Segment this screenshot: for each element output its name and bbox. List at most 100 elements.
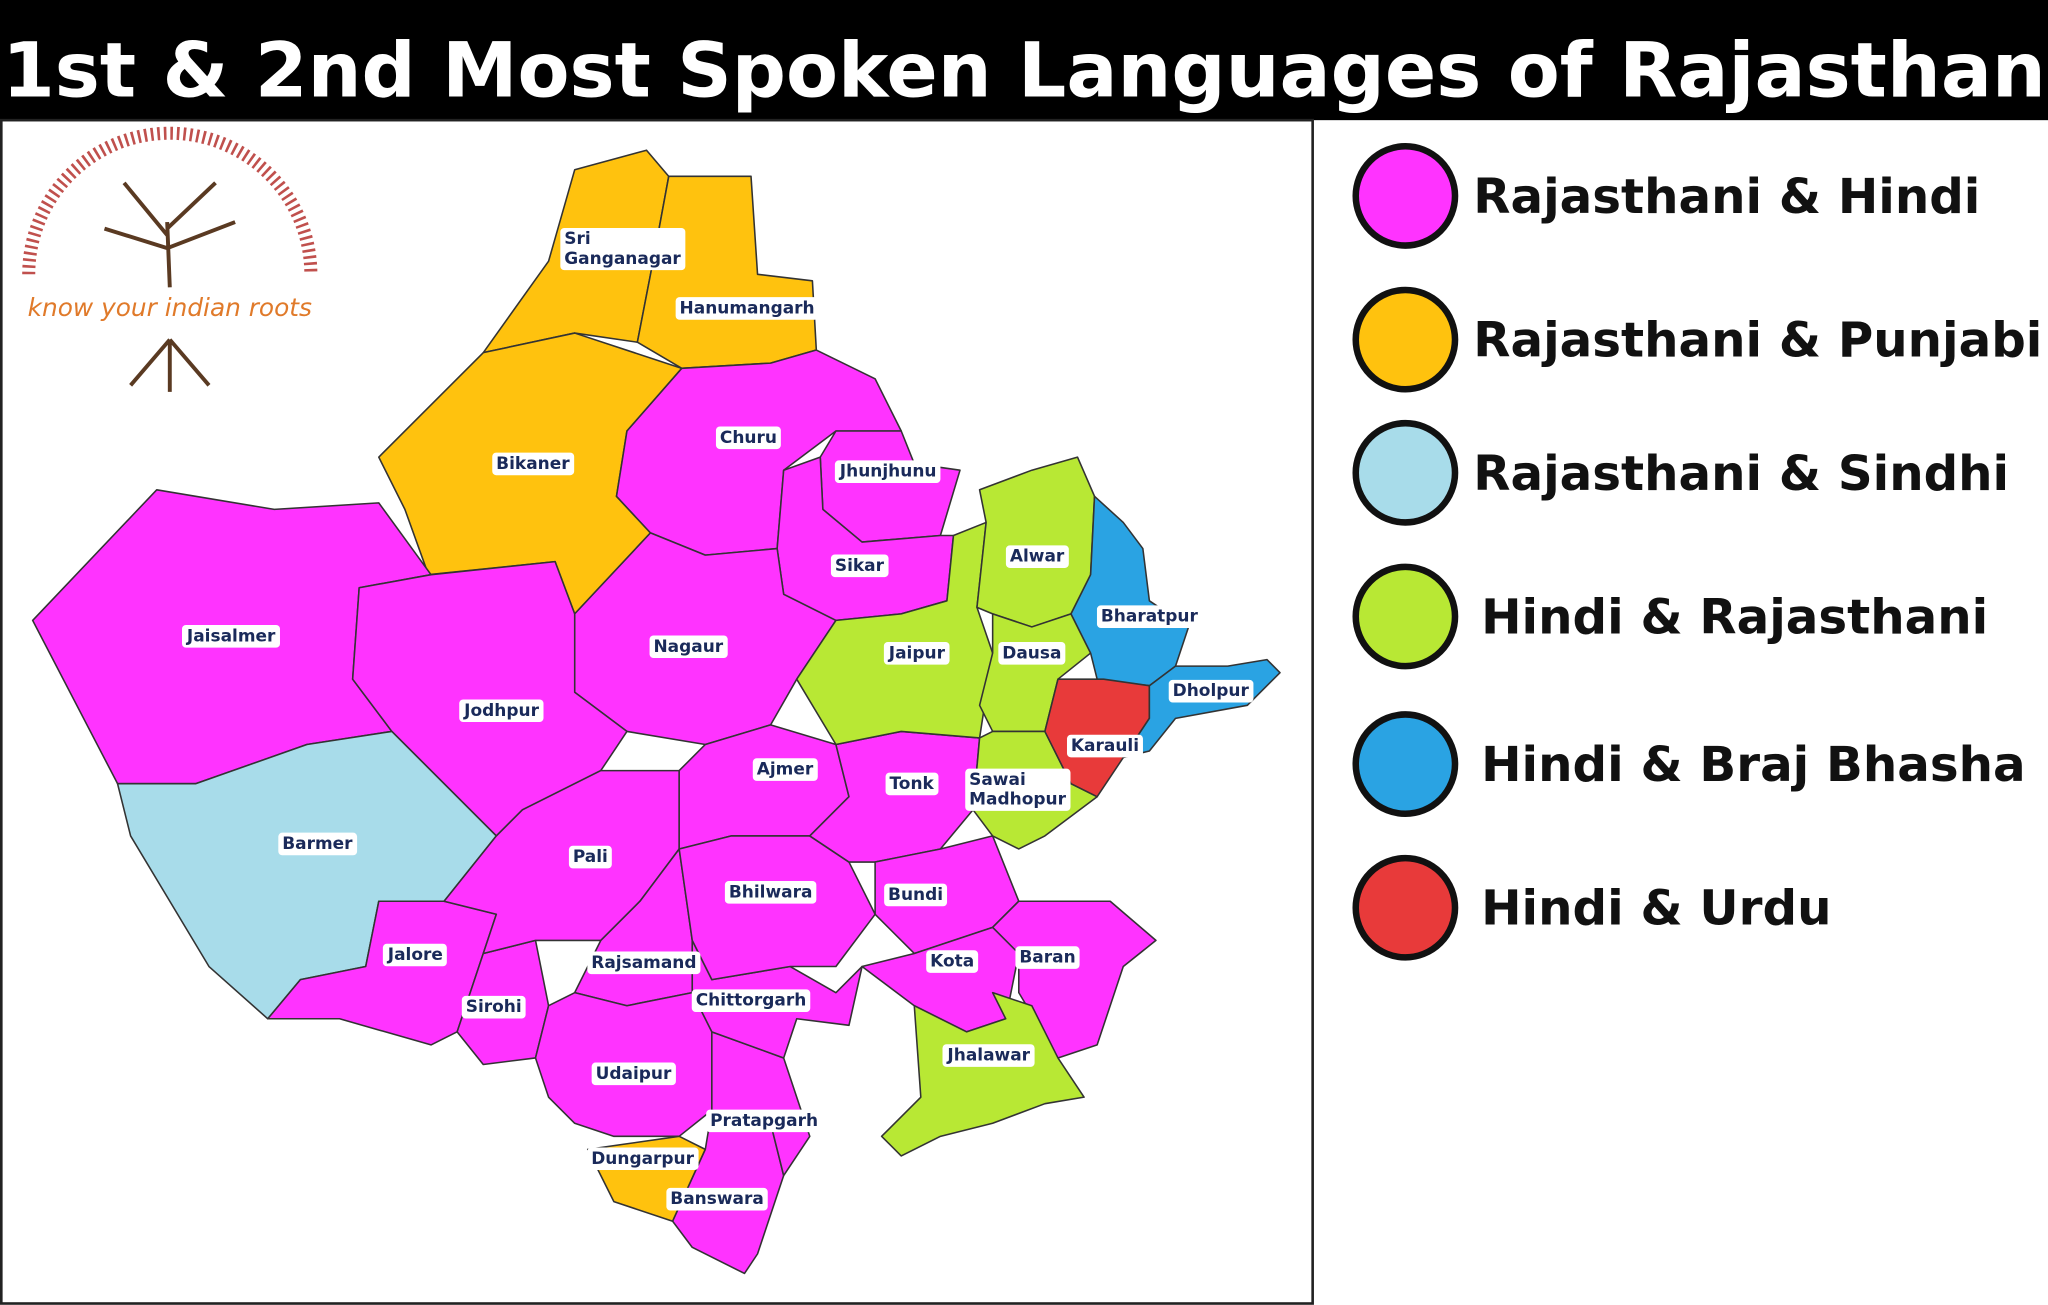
label-box [834, 460, 941, 484]
district-name: Hanumangarh [680, 298, 815, 318]
district-label: Bikaner [492, 452, 575, 476]
district-label: Jaisalmer [182, 624, 280, 648]
district-label: Dausa [998, 641, 1066, 665]
legend-label: Rajasthani & Punjabi [1473, 313, 2042, 369]
district-name: Baran [1019, 948, 1075, 968]
legend-label: Hindi & Rajasthani [1481, 589, 1988, 645]
district-label: Pratapgarh [706, 1109, 823, 1133]
legend-label: Hindi & Urdu [1481, 881, 1831, 937]
district-label: Baran [1015, 946, 1080, 969]
title-bar [0, 0, 2048, 121]
district-name: Churu [720, 428, 777, 448]
label-box [649, 635, 728, 659]
district-label: Banswara [666, 1187, 768, 1211]
title: 1st & 2nd Most Spoken Languages of Rajas… [2, 27, 2046, 115]
district-name: Dholpur [1173, 681, 1250, 701]
label-box [691, 989, 811, 1013]
label-box [560, 227, 686, 271]
district-label: Jaipur [883, 641, 950, 665]
label-box [724, 880, 817, 904]
district-label: Udaipur [591, 1062, 676, 1086]
district-name: Tonk [889, 774, 934, 794]
district-label: Nagaur [649, 635, 728, 659]
legend-label: Hindi & Braj Bhasha [1481, 737, 2026, 793]
label-box [1168, 679, 1254, 703]
district [351, 560, 628, 837]
logo-text: know your indian roots [28, 293, 312, 322]
district-label: Ajmer [752, 758, 818, 781]
district-label: Dungarpur [587, 1147, 699, 1171]
legend-swatch [1352, 563, 1459, 670]
label-box [675, 297, 819, 320]
district-label: Alwar [1005, 545, 1069, 568]
label-box [926, 950, 979, 973]
label-box [752, 758, 818, 781]
district-labels: Sri Ganganagar Hanumangarh Bikaner Jaisalmer… [182, 227, 1254, 1211]
name-line: Sri [564, 229, 590, 249]
label-box [706, 1109, 823, 1133]
label-box [587, 951, 701, 975]
district-name: Sirohi [466, 997, 522, 1017]
label-box [885, 772, 939, 796]
district-label: Dholpur [1168, 679, 1254, 703]
logo-tree [103, 181, 236, 392]
district-name: Jaipur [888, 643, 946, 663]
legend-swatch [1352, 854, 1459, 961]
district-name: Dungarpur [591, 1149, 694, 1169]
legend-swatch [1352, 143, 1459, 249]
district [880, 991, 1085, 1157]
district-name: Bundi [888, 885, 943, 905]
district-name: Pali [573, 847, 608, 867]
district-label: Chittorgarh [691, 989, 811, 1013]
label-box [182, 624, 280, 648]
label-box [1066, 734, 1143, 758]
district-name: Sikar [835, 556, 885, 576]
district-name: Banswara [670, 1189, 764, 1209]
district-label: Sirohi [461, 995, 526, 1019]
district-name: Jhunjhunu [839, 462, 937, 482]
district-label: Bhilwara [724, 880, 817, 904]
label-box [666, 1187, 768, 1211]
district-name: Rajsamand [591, 953, 696, 973]
district-label: Pali [568, 845, 612, 869]
label-box [492, 452, 575, 476]
logo-arc [22, 126, 318, 275]
label-box [587, 1147, 699, 1171]
district-name: Bharatpur [1101, 607, 1199, 627]
name-line: Sawai [969, 770, 1026, 790]
district-name: Dausa [1002, 643, 1061, 663]
map [31, 149, 1281, 1275]
district-label: Bundi [884, 883, 948, 907]
label-box [715, 426, 781, 450]
district-name: Karauli [1071, 736, 1139, 756]
district-label: Jhalawar [942, 1044, 1035, 1067]
district [991, 900, 1157, 1059]
district-name: Jalore [387, 945, 443, 965]
district-label: Hanumangarh [675, 297, 819, 320]
district-label: Bharatpur [1096, 605, 1203, 629]
label-box [591, 1062, 676, 1086]
district-name: Jodhpur [463, 701, 539, 721]
label-box [1005, 545, 1069, 568]
district-name: Chittorgarh [696, 991, 807, 1011]
logo: know your indian roots [22, 126, 318, 392]
legend-label: Rajasthani & Sindhi [1473, 446, 2009, 502]
district-label: Sikar [830, 554, 889, 578]
legend-swatch [1352, 419, 1459, 526]
district-name: Sawai Madhopur [969, 770, 1066, 810]
label-box [461, 995, 526, 1019]
district-label: Kota [926, 950, 979, 973]
district-label: Jhunjhunu [834, 460, 941, 484]
district-name: Pratapgarh [710, 1111, 818, 1131]
district [636, 175, 818, 370]
district-label: Sawai Madhopur [965, 768, 1071, 811]
district-label: Sri Ganganagar [560, 227, 686, 271]
label-box [1096, 605, 1203, 629]
label-box [278, 832, 358, 856]
district-label: Churu [715, 426, 781, 450]
district-name: Kota [930, 952, 974, 972]
district-label: Jalore [382, 943, 447, 967]
district-name: Ajmer [757, 760, 814, 780]
label-box [965, 768, 1071, 811]
